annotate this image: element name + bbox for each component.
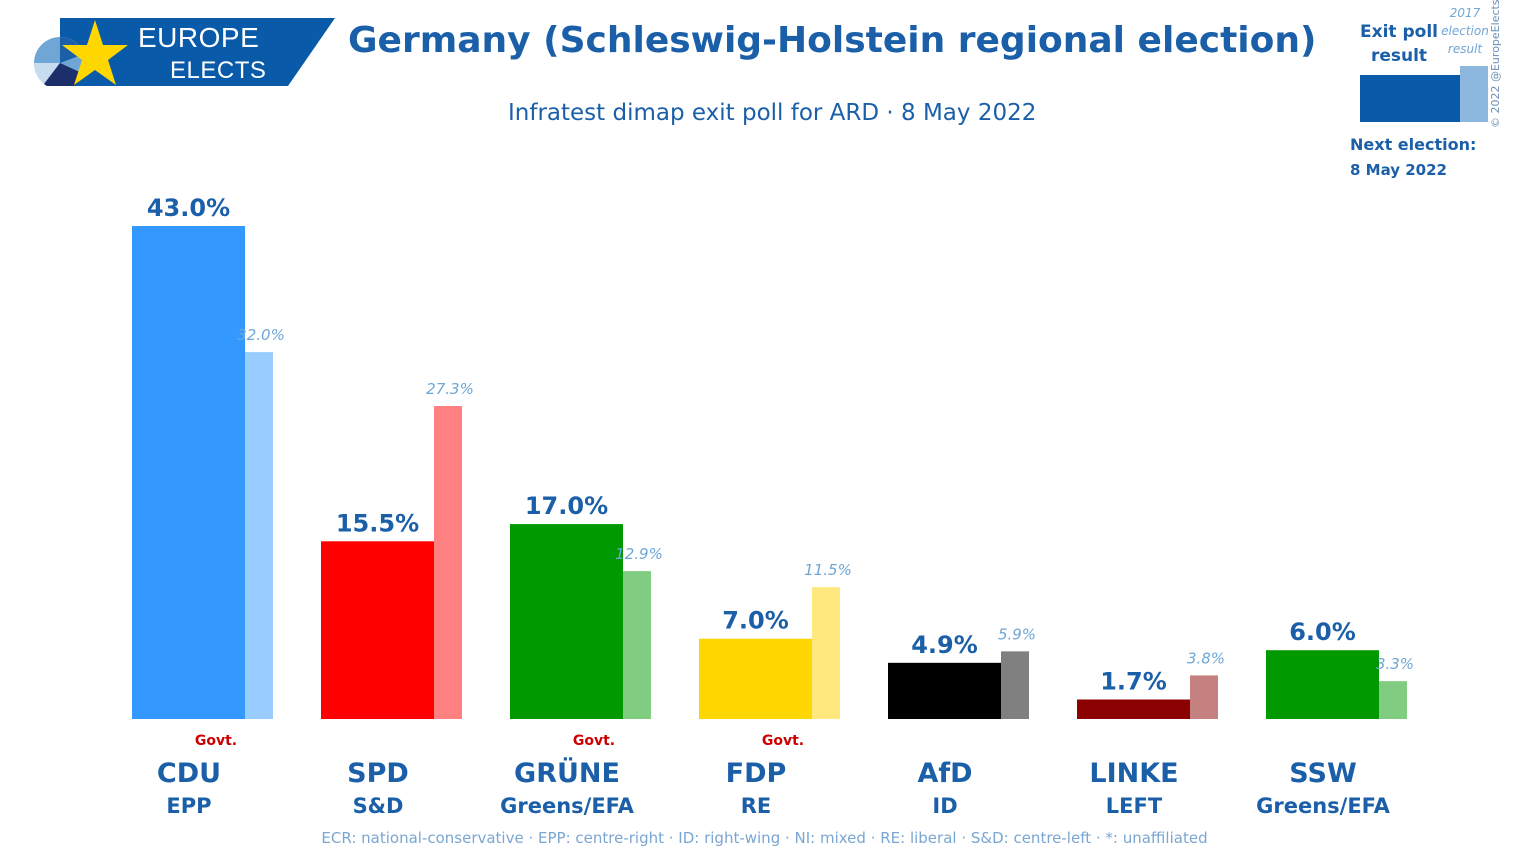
group-label-afd: ID [932, 794, 957, 818]
logo-text-elects: ELECTS [170, 57, 267, 84]
bar-exit-ssw [1266, 650, 1379, 719]
bar-prev-fdp [812, 587, 840, 719]
bar-prev-linke [1190, 675, 1218, 719]
group-label-fdp: RE [741, 794, 772, 818]
value-label-exit-linke: 1.7% [1100, 668, 1167, 696]
govt-label-cdu: Govt. [195, 733, 237, 749]
group-label-linke: LEFT [1106, 794, 1163, 818]
next-election-label: Next election: [1350, 135, 1477, 154]
value-label-prev-fdp: 11.5% [804, 561, 852, 579]
value-label-exit-cdu: 43.0% [147, 194, 230, 222]
value-label-prev-ssw: 3.3% [1376, 655, 1414, 673]
next-election-date: 8 May 2022 [1350, 161, 1447, 179]
value-label-prev-afd: 5.9% [998, 625, 1036, 643]
category-label-cdu: CDU [157, 758, 221, 789]
value-label-prev-spd: 27.3% [426, 380, 474, 398]
category-label-ssw: SSW [1289, 758, 1356, 789]
bar-prev-ssw [1379, 681, 1407, 719]
category-label-spd: SPD [347, 758, 409, 789]
group-label-cdu: EPP [166, 794, 211, 818]
group-label-spd: S&D [353, 794, 404, 818]
footer-group-legend: ECR: national-conservative · EPP: centre… [321, 829, 1208, 847]
group-label-ssw: Greens/EFA [1256, 794, 1390, 818]
chart-title: Germany (Schleswig-Holstein regional ele… [348, 20, 1317, 61]
bar-prev-cdu [245, 352, 273, 719]
value-label-prev-linke: 3.8% [1187, 649, 1225, 667]
value-label-prev-gr-ne: 12.9% [615, 545, 663, 563]
category-label-afd: AfD [917, 758, 972, 789]
value-label-exit-fdp: 7.0% [722, 607, 789, 635]
value-label-exit-afd: 4.9% [911, 631, 978, 659]
bar-exit-gr-ne [510, 524, 623, 719]
value-label-exit-ssw: 6.0% [1289, 618, 1356, 646]
value-label-prev-cdu: 32.0% [237, 326, 285, 344]
bar-exit-fdp [699, 638, 812, 719]
category-label-linke: LINKE [1089, 758, 1178, 789]
legend-prev-swatch [1460, 66, 1488, 122]
category-label-gr-ne: GRÜNE [514, 756, 620, 789]
value-label-exit-gr-ne: 17.0% [525, 492, 608, 520]
europe-elects-logo [33, 18, 335, 86]
govt-label-fdp: Govt. [762, 733, 804, 749]
legend-exit-poll-label: Exit poll result [1360, 22, 1438, 66]
legend-exit-swatch [1360, 75, 1460, 122]
govt-label-gr-ne: Govt. [573, 733, 615, 749]
bar-exit-cdu [132, 226, 245, 719]
bar-exit-spd [321, 541, 434, 719]
bar-prev-afd [1001, 651, 1029, 719]
bar-chart: 43.0% 32.0% Govt. CDU EPP 15.5% 27.3% SPD S&D 17.… [132, 194, 1414, 818]
bar-prev-gr-ne [623, 571, 651, 719]
category-label-fdp: FDP [726, 758, 787, 789]
group-label-gr-ne: Greens/EFA [500, 794, 634, 818]
bar-prev-spd [434, 406, 462, 719]
bar-exit-afd [888, 662, 1001, 719]
logo-text-europe: EUROPE [138, 22, 260, 53]
value-label-exit-spd: 15.5% [336, 509, 419, 537]
bar-exit-linke [1077, 699, 1190, 719]
legend-prev-election-label: 2017 election result [1441, 6, 1489, 56]
chart-subtitle: Infratest dimap exit poll for ARD · 8 Ma… [508, 100, 1037, 126]
